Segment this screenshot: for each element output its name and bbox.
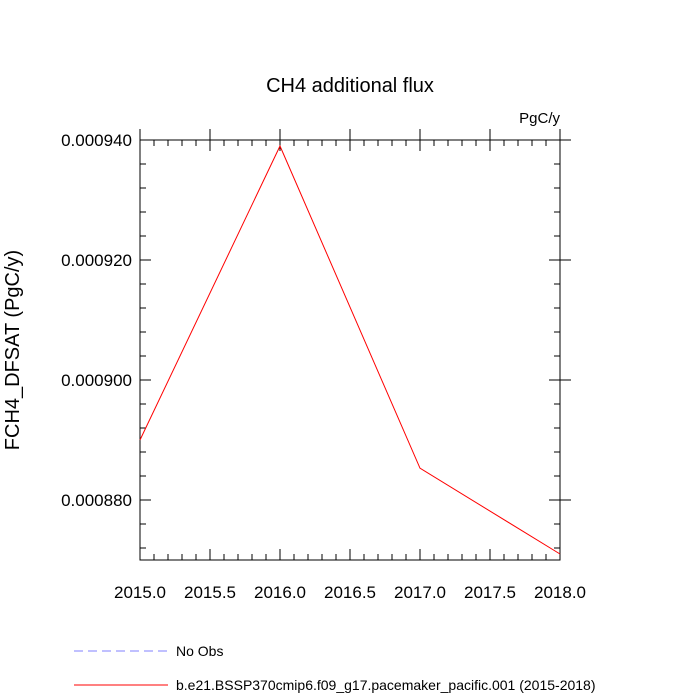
y-tick-label: 0.000900	[61, 371, 132, 390]
x-tick-label: 2017.0	[394, 583, 446, 602]
legend-label: b.e21.BSSP370cmip6.f09_g17.pacemaker_pac…	[176, 677, 596, 693]
legend: No Obs b.e21.BSSP370cmip6.f09_g17.pacemak…	[74, 643, 596, 693]
y-axis-label: FCH4_DFSAT (PgC/y)	[2, 250, 24, 450]
x-axis-ticks: 2015.0 2015.5 2016.0 2016.5 2017.0 2017.5 2018…	[114, 129, 586, 602]
legend-label: No Obs	[176, 643, 223, 659]
units-label: PgC/y	[519, 110, 560, 127]
y-tick-label: 0.000880	[61, 491, 132, 510]
x-tick-label: 2016.5	[324, 583, 376, 602]
plot-frame	[139, 139, 561, 561]
plot-lines	[139, 144, 561, 555]
y-tick-label: 0.000940	[61, 131, 132, 150]
x-tick-label: 2015.0	[114, 583, 166, 602]
x-tick-label: 2016.0	[254, 583, 306, 602]
x-tick-label: 2018.0	[534, 583, 586, 602]
series-line	[139, 144, 561, 555]
chart-title: CH4 additional flux	[266, 75, 434, 97]
y-axis-ticks: 0.000880 0.000900 0.000920 0.000940	[61, 131, 571, 549]
y-tick-label: 0.000920	[61, 251, 132, 270]
x-tick-label: 2015.5	[184, 583, 236, 602]
x-tick-label: 2017.5	[464, 583, 516, 602]
